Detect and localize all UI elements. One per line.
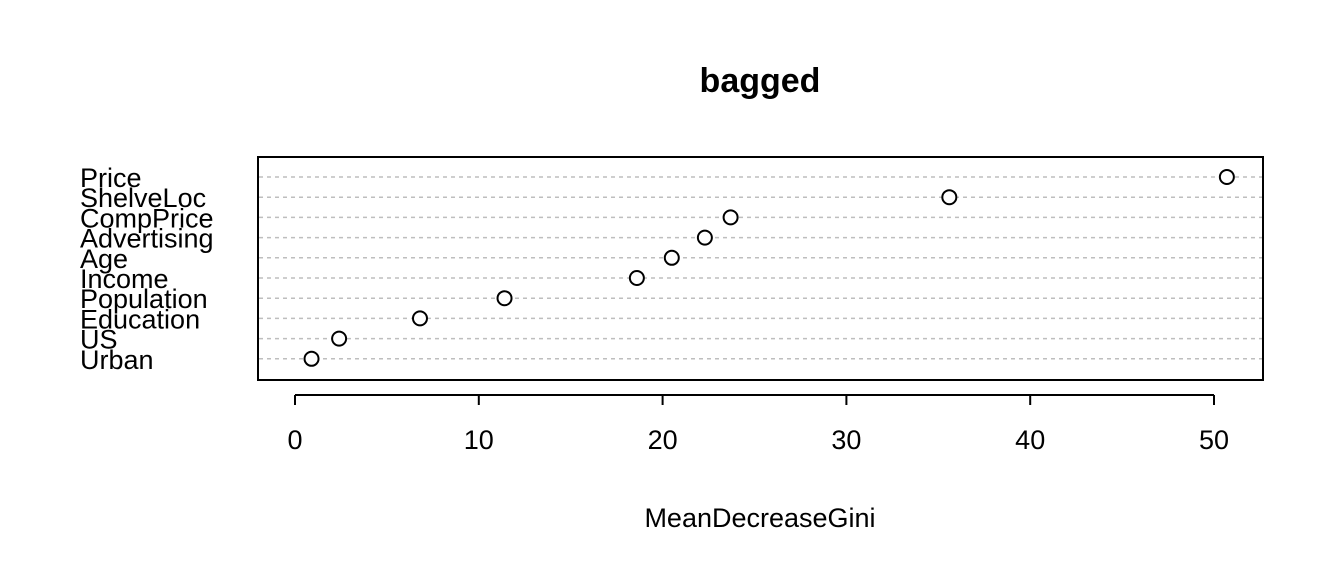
data-point-compprice <box>722 209 739 226</box>
data-point-population <box>496 290 513 307</box>
category-label-shelveloc: ShelveLoc <box>80 183 206 213</box>
plot-frame <box>257 156 1264 381</box>
data-point-us <box>331 330 348 347</box>
category-labels: PriceShelveLocCompPriceAdvertisingAgeInc… <box>80 163 214 375</box>
x-tick-label-20: 20 <box>648 425 678 455</box>
data-point-education <box>411 310 428 327</box>
chart-title: bagged <box>700 62 821 100</box>
data-point-price <box>1218 169 1235 185</box>
x-axis: 0 10 20 30 40 50 <box>287 394 1229 455</box>
x-tick-label-10: 10 <box>464 425 494 455</box>
data-points <box>303 169 1235 367</box>
category-label-urban: Urban <box>80 345 154 375</box>
category-label-price: Price <box>80 163 142 193</box>
category-label-education: Education <box>80 304 200 334</box>
data-point-urban <box>303 350 320 367</box>
grid-lines <box>259 176 1262 360</box>
x-tick-label-30: 30 <box>831 425 861 455</box>
category-label-population: Population <box>80 284 208 314</box>
x-tick-label-0: 0 <box>287 425 302 455</box>
category-label-compprice: CompPrice <box>80 203 214 233</box>
x-axis-label: MeanDecreaseGini <box>644 503 875 533</box>
category-label-advertising: Advertising <box>80 224 214 254</box>
x-tick-label-50: 50 <box>1199 425 1229 455</box>
category-label-age: Age <box>80 244 128 274</box>
data-point-age <box>663 249 680 266</box>
data-point-income <box>628 270 645 286</box>
x-tick-label-40: 40 <box>1015 425 1045 455</box>
category-label-us: US <box>80 325 118 355</box>
category-label-income: Income <box>80 264 169 294</box>
data-point-advertising <box>696 229 713 246</box>
data-point-shelveloc <box>941 189 958 206</box>
